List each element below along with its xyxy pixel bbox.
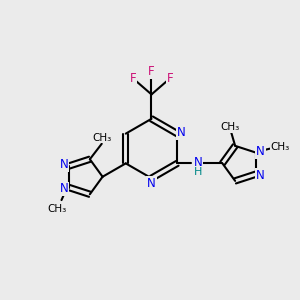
Text: F: F bbox=[148, 65, 155, 78]
Text: N: N bbox=[194, 156, 203, 169]
Text: N: N bbox=[177, 126, 186, 139]
Text: CH₃: CH₃ bbox=[271, 142, 290, 152]
Text: CH₃: CH₃ bbox=[48, 204, 67, 214]
Text: N: N bbox=[59, 182, 68, 195]
Text: F: F bbox=[130, 73, 136, 85]
Text: F: F bbox=[167, 73, 173, 85]
Text: N: N bbox=[147, 177, 156, 190]
Text: N: N bbox=[256, 145, 265, 158]
Text: CH₃: CH₃ bbox=[220, 122, 239, 132]
Text: CH₃: CH₃ bbox=[93, 133, 112, 143]
Text: N: N bbox=[256, 169, 265, 182]
Text: N: N bbox=[59, 158, 68, 171]
Text: H: H bbox=[194, 167, 202, 177]
